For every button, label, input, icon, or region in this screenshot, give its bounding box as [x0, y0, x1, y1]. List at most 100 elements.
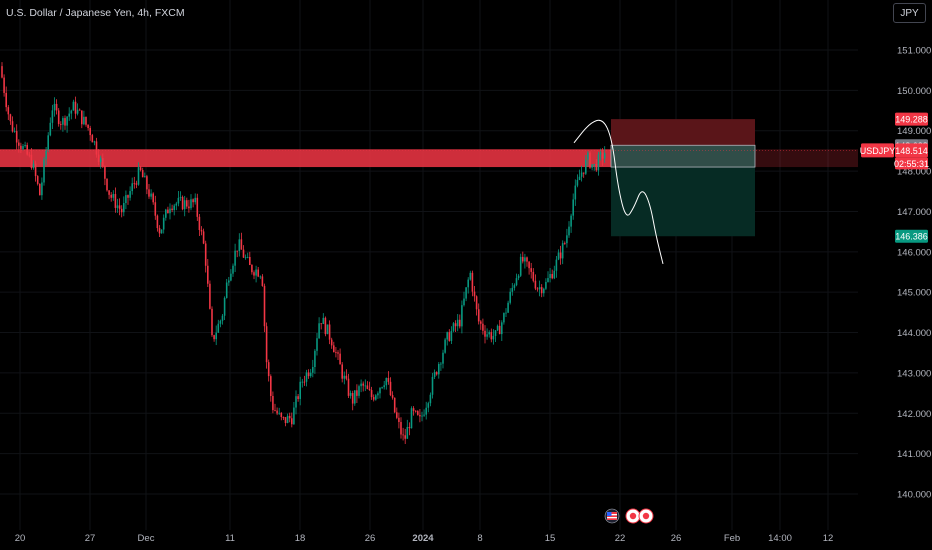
candle-body [524, 257, 526, 262]
candle-bull [543, 287, 545, 297]
candle-body [282, 416, 285, 418]
candle-bear [282, 416, 285, 421]
candle-bear [211, 306, 213, 337]
candle-bull [438, 362, 440, 379]
candle-body [330, 339, 333, 346]
candle-bear [171, 204, 173, 213]
candle-bull [545, 278, 547, 291]
candle-body [595, 164, 598, 171]
candle-body [20, 145, 22, 150]
candle-body [324, 317, 327, 335]
candle-bear [74, 96, 77, 119]
candle-body [393, 397, 396, 413]
candle-body [372, 397, 375, 400]
candle-bull [162, 214, 165, 234]
candle-body [320, 323, 322, 325]
candle-bull [295, 390, 297, 415]
candle-bear [356, 384, 358, 404]
candle-body [603, 153, 606, 159]
jp-event-icon[interactable] [638, 508, 654, 524]
candle-body [261, 276, 264, 286]
candle-bear [528, 261, 530, 275]
candle-body [414, 410, 417, 412]
candle-body [589, 152, 591, 168]
candle-body [561, 243, 564, 259]
candle-bull [160, 229, 163, 234]
candle-body [1, 66, 3, 78]
candle-bull [511, 282, 514, 296]
last-price-tag-bg [895, 143, 928, 158]
candle-bear [60, 121, 62, 130]
candle-bear [484, 325, 486, 344]
candle-bull [578, 169, 581, 181]
candle-body [207, 265, 209, 284]
candle-bear [320, 323, 322, 330]
candle-bull [76, 103, 79, 116]
candle-bear [435, 371, 438, 376]
candle-bull [580, 165, 583, 182]
candle-bear [106, 178, 108, 192]
symbol-tag-text: USDJPY [860, 146, 896, 156]
candle-bear [3, 74, 5, 97]
candle-body [377, 393, 379, 396]
candle-bear [534, 274, 537, 291]
candle-body [272, 396, 274, 411]
target-price-tag-text: 146.386 [895, 232, 928, 242]
candle-bear [339, 348, 341, 365]
candle-bear [459, 314, 461, 329]
candle-bear [454, 320, 457, 333]
candle-bull [467, 277, 469, 294]
candle-body [89, 128, 91, 136]
stop-price-tag: 149.288 [895, 112, 928, 126]
candle-bear [393, 397, 396, 414]
candle-body [337, 352, 339, 354]
jp-event-icon[interactable] [625, 508, 641, 524]
candle-bull [446, 331, 448, 346]
candle-bear [249, 251, 251, 266]
candle-body [519, 256, 522, 276]
candle-bear [110, 192, 112, 202]
candle-bull [53, 97, 56, 117]
candle-bull [41, 177, 43, 200]
us-flag-event-icon[interactable] [604, 508, 620, 524]
candle-bear [28, 152, 31, 158]
candle-body [246, 256, 249, 258]
candle-body [427, 403, 430, 408]
candle-bear [297, 394, 299, 402]
x-tick-label: 26 [365, 533, 376, 544]
candle-body [242, 249, 245, 258]
candle-bear [448, 329, 451, 342]
candle-body [438, 364, 440, 375]
y-tick-label: 142.000 [897, 409, 931, 420]
candle-body [305, 372, 308, 382]
candle-bear [402, 427, 404, 441]
candle-bear [536, 287, 539, 292]
candle-body [442, 352, 444, 364]
candle-body [585, 159, 587, 174]
candle-bear [202, 228, 205, 245]
candle-bull [524, 253, 526, 269]
candle-body [568, 226, 570, 236]
candle-bull [410, 406, 413, 429]
candle-bull [43, 156, 45, 186]
candle-body [486, 334, 488, 337]
candle-body [223, 297, 226, 316]
candle-bear [114, 187, 117, 213]
candle-bear [204, 240, 207, 273]
candle-body [538, 287, 541, 290]
candle-bull [62, 116, 64, 132]
candle-body [249, 256, 251, 265]
candle-bear [57, 108, 60, 127]
candle-bear [127, 194, 129, 205]
candle-bear [188, 199, 190, 213]
candle-bull [99, 155, 102, 169]
candle-bear [240, 232, 243, 250]
candle-body [221, 315, 224, 321]
candle-bull [322, 313, 325, 325]
candle-bear [192, 198, 194, 208]
candle-bear [34, 160, 37, 182]
candle-body [383, 385, 385, 388]
currency-button[interactable]: JPY [893, 3, 926, 23]
candle-body [236, 250, 238, 252]
